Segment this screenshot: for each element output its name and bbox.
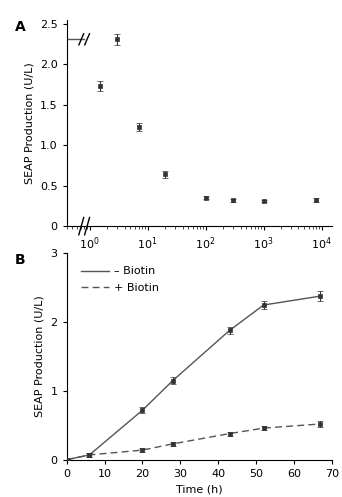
X-axis label: Time (h): Time (h) [176, 484, 223, 495]
Y-axis label: SEAP Production (U/L): SEAP Production (U/L) [24, 62, 34, 184]
Text: B: B [15, 253, 26, 267]
X-axis label: Biotin (nM): Biotin (nM) [169, 257, 230, 267]
Legend: – Biotin, + Biotin: – Biotin, + Biotin [78, 263, 162, 297]
Text: A: A [15, 20, 26, 34]
Y-axis label: SEAP Production (U/L): SEAP Production (U/L) [35, 296, 45, 417]
